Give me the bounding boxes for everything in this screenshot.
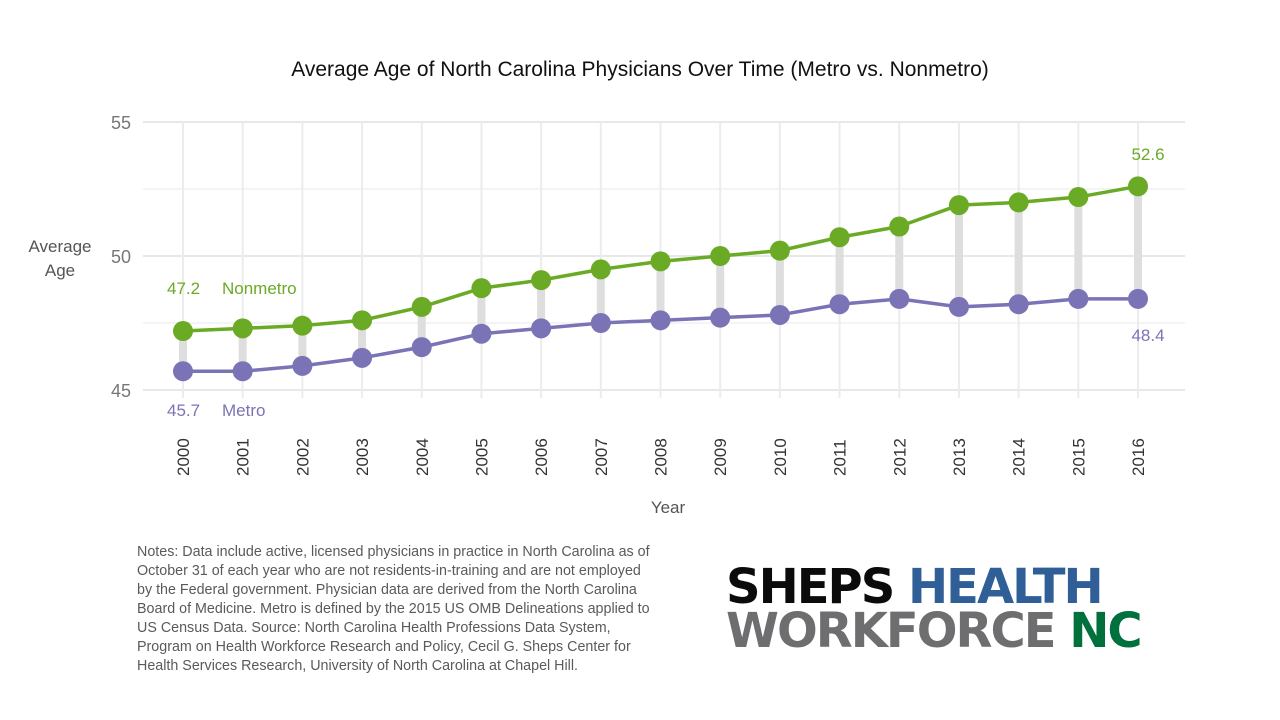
logo-word-health: HEALTH [908, 559, 1104, 615]
y-tick-label: 50 [111, 247, 131, 267]
point-nonmetro-2011 [829, 227, 850, 248]
point-nonmetro-2001 [232, 318, 253, 339]
point-nonmetro-2005 [471, 278, 492, 299]
x-axis: 2000 2001 2002 2003 2004 2005 2006 2007 2008 2009… [174, 438, 1148, 476]
point-nonmetro-2007 [590, 259, 611, 280]
logo-word-workforce: WORKFORCE [726, 603, 1056, 659]
point-metro-2003 [352, 347, 373, 368]
x-tick-label: 2003 [353, 438, 372, 476]
point-nonmetro-2014 [1008, 192, 1029, 213]
x-tick-label: 2000 [174, 438, 193, 476]
point-metro-2005 [471, 323, 492, 344]
point-metro-2010 [769, 304, 790, 325]
point-nonmetro-2002 [292, 315, 313, 336]
x-tick-label: 2011 [831, 439, 850, 476]
nonmetro-start-label: 47.2 [167, 279, 200, 298]
point-metro-2006 [531, 318, 552, 339]
point-nonmetro-2004 [411, 296, 432, 317]
sheps-logo: SHEPS HEALTH WORKFORCE NC [726, 563, 1166, 655]
point-nonmetro-2016 [1128, 176, 1148, 197]
point-nonmetro-2013 [948, 195, 969, 216]
logo-line-2: WORKFORCE NC [726, 607, 1166, 655]
logo-word-sheps: SHEPS [726, 559, 895, 615]
x-tick-label: 2009 [711, 438, 730, 476]
nonmetro-end-label: 52.6 [1131, 145, 1164, 164]
point-metro-2014 [1008, 294, 1029, 315]
point-metro-2011 [829, 294, 850, 315]
point-nonmetro-2000 [173, 321, 193, 342]
x-tick-label: 2004 [413, 438, 432, 476]
point-metro-2012 [889, 288, 910, 309]
metro-start-label: 45.7 [167, 401, 200, 420]
logo-word-nc: NC [1069, 603, 1142, 659]
nonmetro-series-label: Nonmetro [222, 279, 297, 298]
point-nonmetro-2003 [352, 310, 373, 331]
x-tick-label: 2006 [532, 438, 551, 476]
point-metro-2000 [173, 361, 193, 382]
line-chart: Average Age of North Carolina Physicians… [28, 58, 1185, 517]
point-nonmetro-2006 [531, 270, 552, 291]
x-tick-label: 2014 [1010, 438, 1029, 476]
point-metro-2013 [948, 296, 969, 317]
x-tick-label: 2002 [293, 438, 312, 476]
point-metro-2009 [710, 307, 731, 328]
x-tick-label: 2001 [234, 438, 253, 476]
point-metro-2015 [1068, 288, 1089, 309]
series-group [173, 176, 1148, 382]
logo-line-1: SHEPS HEALTH [726, 563, 1166, 611]
x-tick-label: 2008 [652, 438, 671, 476]
chart-notes: Notes: Data include active, licensed phy… [137, 544, 650, 674]
y-tick-label: 45 [111, 381, 131, 401]
x-tick-label: 2015 [1069, 438, 1088, 476]
metro-series-label: Metro [222, 401, 265, 420]
point-nonmetro-2010 [769, 240, 790, 261]
point-nonmetro-2008 [650, 251, 671, 272]
x-tick-label: 2013 [950, 438, 969, 476]
x-tick-label: 2007 [592, 438, 611, 476]
x-axis-label: Year [651, 498, 686, 517]
chart-title: Average Age of North Carolina Physicians… [291, 58, 989, 81]
point-nonmetro-2015 [1068, 187, 1089, 208]
point-nonmetro-2009 [710, 246, 731, 266]
point-metro-2007 [590, 313, 611, 333]
x-tick-label: 2012 [890, 438, 909, 476]
point-metro-2008 [650, 310, 671, 331]
point-metro-2001 [232, 361, 253, 382]
point-metro-2016 [1128, 288, 1148, 309]
x-tick-label: 2016 [1129, 438, 1148, 476]
metro-end-label: 48.4 [1131, 326, 1164, 345]
point-nonmetro-2012 [889, 216, 910, 237]
y-axis-label-line2: Age [45, 261, 75, 280]
point-metro-2004 [411, 337, 432, 358]
annotations: 47.2 Nonmetro 52.6 45.7 Metro 48.4 [167, 145, 1165, 420]
x-tick-label: 2010 [771, 438, 790, 476]
y-axis: 45 50 55 [111, 113, 131, 401]
point-metro-2002 [292, 355, 313, 376]
y-tick-label: 55 [111, 113, 131, 133]
y-axis-label-line1: Average [28, 237, 91, 256]
x-tick-label: 2005 [472, 438, 491, 476]
